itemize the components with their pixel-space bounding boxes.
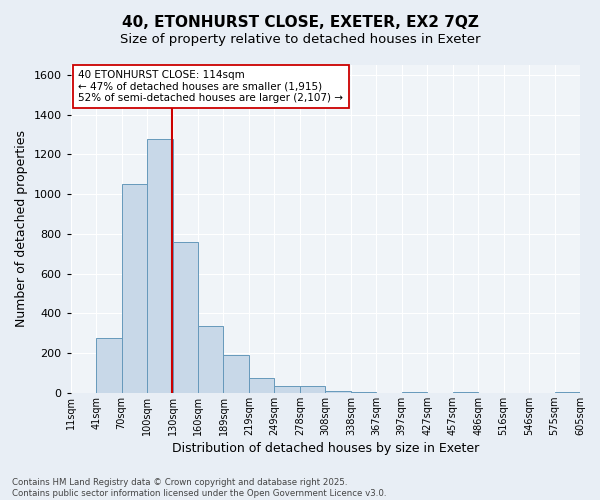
Bar	[96, 338, 122, 393]
Bar	[452, 392, 478, 393]
Text: 40 ETONHURST CLOSE: 114sqm
← 47% of detached houses are smaller (1,915)
52% of s: 40 ETONHURST CLOSE: 114sqm ← 47% of deta…	[79, 70, 343, 103]
Bar	[223, 355, 249, 393]
Bar	[300, 386, 325, 393]
Text: 40, ETONHURST CLOSE, EXETER, EX2 7QZ: 40, ETONHURST CLOSE, EXETER, EX2 7QZ	[122, 15, 478, 30]
Bar	[351, 392, 376, 393]
Bar	[325, 391, 351, 393]
Text: Contains HM Land Registry data © Crown copyright and database right 2025.
Contai: Contains HM Land Registry data © Crown c…	[12, 478, 386, 498]
Bar	[402, 392, 427, 393]
Bar	[198, 326, 223, 393]
Bar	[274, 386, 300, 393]
Bar	[147, 140, 173, 393]
Bar	[554, 392, 580, 393]
X-axis label: Distribution of detached houses by size in Exeter: Distribution of detached houses by size …	[172, 442, 479, 455]
Bar	[173, 242, 198, 393]
Bar	[249, 378, 274, 393]
Text: Size of property relative to detached houses in Exeter: Size of property relative to detached ho…	[120, 32, 480, 46]
Bar	[122, 184, 147, 393]
Y-axis label: Number of detached properties: Number of detached properties	[15, 130, 28, 328]
